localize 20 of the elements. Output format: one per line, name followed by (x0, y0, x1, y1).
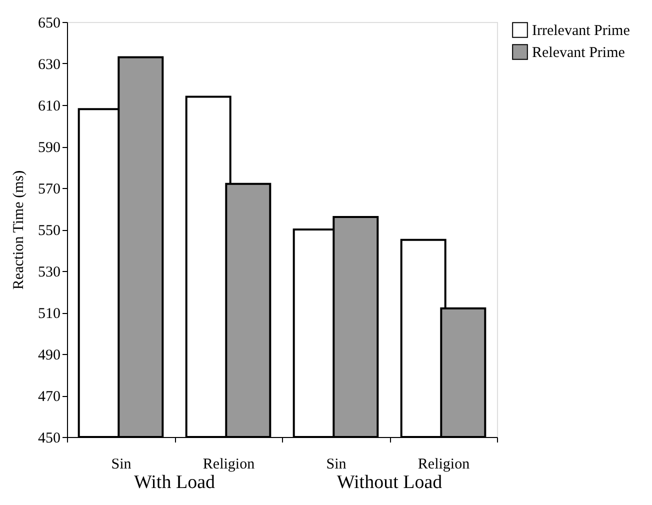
x-tick-label: Sin (111, 456, 132, 472)
text: Without Load (336, 472, 443, 493)
y-tick-label: 550 (38, 223, 60, 239)
y-tick-label: 490 (38, 348, 60, 364)
x-tick-label: Sin (326, 456, 347, 472)
legend-label: Relevant Prime (532, 45, 626, 61)
y-tick-label: 630 (38, 57, 60, 73)
y-tick-label: 530 (38, 264, 60, 280)
legend-label: Irrelevant Prime (532, 23, 630, 39)
y-axis-title: Reaction Time (ms) (11, 170, 27, 290)
x-tick-label: Religion (418, 456, 470, 472)
y-tick-label: 450 (38, 430, 60, 446)
y-tick-label: 470 (38, 389, 60, 405)
text: With Load (134, 472, 216, 493)
y-tick-label: 610 (38, 98, 60, 114)
y-tick-label: 510 (38, 306, 60, 322)
x-tick-label: Religion (202, 456, 256, 472)
y-tick-label: 570 (38, 182, 60, 198)
y-tick-label: 650 (38, 16, 60, 32)
y-tick-label: 590 (38, 140, 60, 156)
